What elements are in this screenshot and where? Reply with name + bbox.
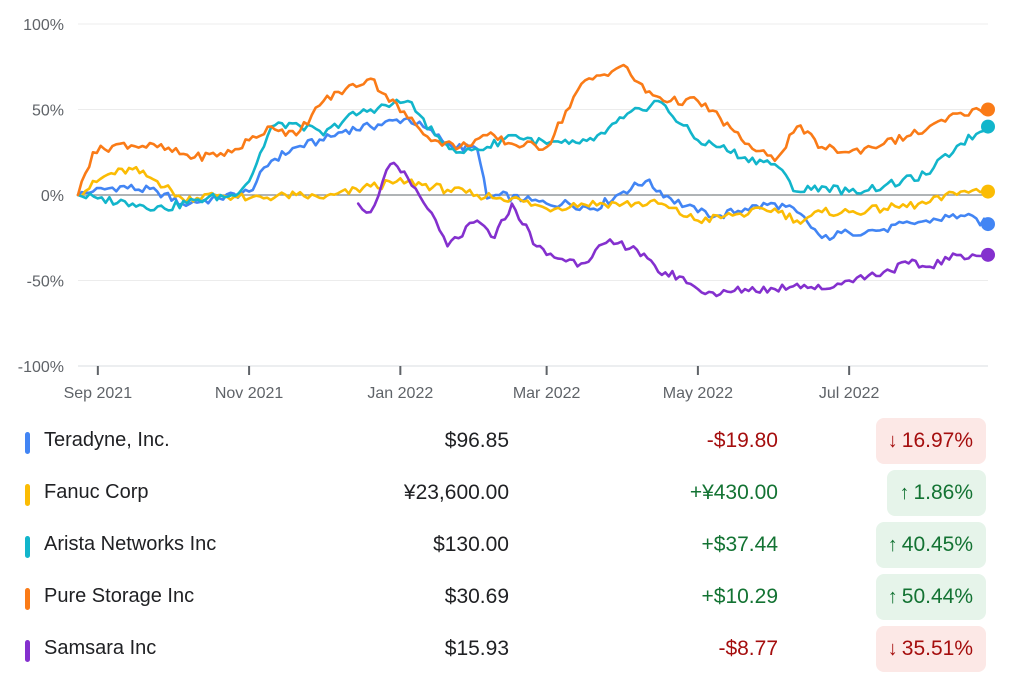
price-change: -$8.77 <box>718 637 778 660</box>
series-line <box>76 98 990 212</box>
stock-price: ¥23,600.00 <box>403 481 509 504</box>
percent-change-badge: ↓ 16.97% <box>875 418 986 464</box>
percent-change-badge: ↑ 50.44% <box>875 574 986 620</box>
price-change: -$19.80 <box>706 429 778 452</box>
series-end-marker <box>981 102 995 117</box>
series-swatch <box>25 536 30 558</box>
series-swatch <box>25 484 30 506</box>
series-swatch <box>25 432 30 454</box>
y-tick-label: -50% <box>27 274 64 291</box>
stock-name: Pure Storage Inc <box>44 585 195 607</box>
chart-svg[interactable]: 100% 50% 0% -50% -100%Sep 2021 Nov 2021 Jan 20… <box>0 0 1014 410</box>
series-swatch <box>25 640 30 662</box>
stock-price: $130.00 <box>433 533 509 556</box>
legend-row-pure-storage[interactable]: Pure Storage Inc $30.69 +$10.29 ↑ 50.44% <box>0 573 1014 625</box>
stock-name: Teradyne, Inc. <box>44 429 170 451</box>
price-change: +$10.29 <box>701 585 779 608</box>
stock-price: $15.93 <box>444 637 509 660</box>
series-end-marker <box>981 247 995 262</box>
series-end-marker <box>981 119 995 134</box>
stock-name: Arista Networks Inc <box>44 533 217 555</box>
x-tick-label: May 2022 <box>663 385 733 402</box>
comparison-chart[interactable]: 100% 50% 0% -50% -100% Sep 2021 Nov 2021 Jan 20… <box>0 0 1014 410</box>
percent-change-badge: ↑ 1.86% <box>887 470 986 516</box>
x-tick-label: Jul 2022 <box>819 385 880 402</box>
percent-change-badge: ↑ 40.45% <box>875 522 986 568</box>
percent-change-value: 16.97% <box>901 429 973 452</box>
y-tick-label: -100% <box>18 359 64 376</box>
percent-change-value: 40.45% <box>901 533 973 556</box>
y-tick-label: 100% <box>23 17 64 34</box>
legend-row-teradyne[interactable]: Teradyne, Inc. $96.85 -$19.80 ↓ 16.97% <box>0 417 1014 469</box>
series-line <box>76 63 990 197</box>
series-end-marker <box>981 217 995 232</box>
x-tick-label: Jan 2022 <box>367 385 433 402</box>
price-change: +$37.44 <box>701 533 779 556</box>
arrow-up-icon: ↑ <box>899 481 910 504</box>
stock-price: $30.69 <box>444 585 509 608</box>
percent-change-value: 50.44% <box>901 585 973 608</box>
stock-name: Fanuc Corp <box>44 481 149 503</box>
percent-change-value: 35.51% <box>901 637 973 660</box>
x-tick-label: Sep 2021 <box>64 385 133 402</box>
legend-row-fanuc[interactable]: Fanuc Corp ¥23,600.00 +¥430.00 ↑ 1.86% <box>0 469 1014 521</box>
arrow-up-icon: ↑ <box>887 585 898 608</box>
arrow-down-icon: ↓ <box>887 637 898 660</box>
x-tick-label: Nov 2021 <box>215 385 284 402</box>
stock-price: $96.85 <box>444 429 509 452</box>
arrow-up-icon: ↑ <box>887 533 898 556</box>
price-change: +¥430.00 <box>689 481 778 504</box>
series-end-marker <box>981 184 995 199</box>
stock-name: Samsara Inc <box>44 637 157 659</box>
arrow-down-icon: ↓ <box>887 429 898 452</box>
y-tick-label: 50% <box>32 103 64 120</box>
x-tick-label: Mar 2022 <box>513 385 581 402</box>
series-swatch <box>25 588 30 610</box>
legend-row-arista[interactable]: Arista Networks Inc $130.00 +$37.44 ↑ 40.… <box>0 521 1014 573</box>
legend-row-samsara[interactable]: Samsara Inc $15.93 -$8.77 ↓ 35.51% <box>0 625 1014 677</box>
percent-change-badge: ↓ 35.51% <box>875 626 986 672</box>
series-line <box>356 161 990 298</box>
y-tick-label: 0% <box>41 188 64 205</box>
series-line <box>76 116 990 241</box>
percent-change-value: 1.86% <box>913 481 973 504</box>
